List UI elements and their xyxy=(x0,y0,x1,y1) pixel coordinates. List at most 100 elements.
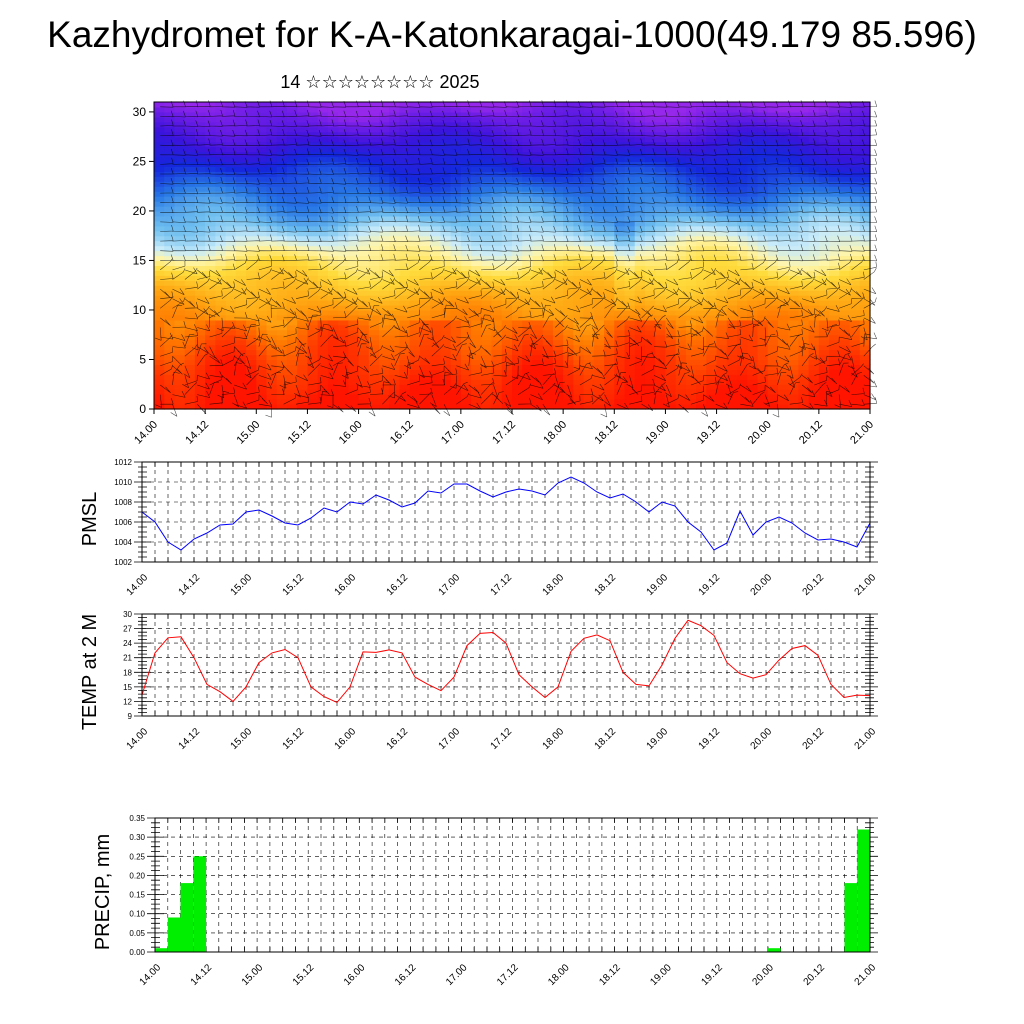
x-tick-label: 18.12 xyxy=(597,962,623,988)
heatmap-y-tick-label: 0 xyxy=(139,402,146,416)
precip-bar xyxy=(193,856,207,952)
heatmap-x-tick-label: 16.12 xyxy=(388,419,416,447)
heatmap-x-tick-label: 19.00 xyxy=(644,419,672,447)
x-tick-label: 17.00 xyxy=(437,726,463,752)
precip-panel-ylabel: PRECIP, mm xyxy=(92,834,114,950)
y-tick-label: 12 xyxy=(123,697,132,706)
heatmap-x-tick-label: 20.12 xyxy=(797,419,825,447)
grid-lines xyxy=(155,818,870,952)
y-tick-label: 1012 xyxy=(114,458,132,467)
y-tick-label: 1010 xyxy=(114,478,132,487)
plot-frame xyxy=(141,461,871,563)
x-tick-label: 18.12 xyxy=(593,726,619,752)
y-tick-label: 0.30 xyxy=(129,833,145,842)
x-tick-label: 15.00 xyxy=(229,726,255,752)
x-tick-label: 17.12 xyxy=(489,572,515,598)
grid-lines xyxy=(142,462,870,562)
y-tick-label: 0.10 xyxy=(129,910,145,919)
y-tick-label: 9 xyxy=(128,712,133,721)
heatmap-y-tick-label: 10 xyxy=(133,303,147,317)
page-title: Kazhydromet for K-A-Katonkaragai-1000(49… xyxy=(47,14,977,55)
temp-panel xyxy=(134,613,878,717)
x-tick-label: 18.00 xyxy=(546,962,572,988)
y-tick-label: 1006 xyxy=(114,518,132,527)
plot-frame xyxy=(154,817,871,953)
y-tick-label: 0.05 xyxy=(129,929,145,938)
heatmap-y-tick-label: 15 xyxy=(133,253,147,267)
x-tick-label: 19.00 xyxy=(645,572,671,598)
y-tick-label: 1002 xyxy=(114,558,132,567)
grid-lines xyxy=(142,614,870,716)
x-tick-label: 14.12 xyxy=(177,572,203,598)
x-tick-label: 18.00 xyxy=(541,726,567,752)
precip-bar xyxy=(844,883,858,952)
x-tick-label: 19.00 xyxy=(645,726,671,752)
x-tick-label: 15.00 xyxy=(229,572,255,598)
wind-barbs xyxy=(154,100,878,418)
x-tick-label: 16.00 xyxy=(333,726,359,752)
x-tick-label: 15.12 xyxy=(281,572,307,598)
x-tick-label: 19.00 xyxy=(648,962,674,988)
heatmap-x-tick-label: 17.12 xyxy=(490,419,518,447)
precip-bar xyxy=(155,948,168,952)
heatmap-x-tick-label: 18.12 xyxy=(592,419,620,447)
heatmap-x-tick-label: 14.00 xyxy=(132,419,160,447)
x-tick-label: 20.00 xyxy=(749,726,775,752)
y-tick-label: 30 xyxy=(123,610,132,619)
x-tick-label: 16.12 xyxy=(385,726,411,752)
temp-line xyxy=(141,619,871,704)
heatmap-x-tick-label: 14.12 xyxy=(183,419,211,447)
x-tick-label: 20.00 xyxy=(749,572,775,598)
x-tick-label: 21.00 xyxy=(853,572,879,598)
y-tick-label: 0.35 xyxy=(129,814,145,823)
y-tick-label: 0.00 xyxy=(129,948,145,957)
x-tick-label: 19.12 xyxy=(697,572,723,598)
precip-bar xyxy=(767,948,781,952)
heatmap-y-tick-label: 25 xyxy=(133,154,147,168)
x-tick-label: 20.00 xyxy=(751,962,777,988)
pmsl-panel-ylabel: PMSL xyxy=(79,492,101,546)
y-tick-label: 1004 xyxy=(114,538,132,547)
heatmap-y-tick-label: 30 xyxy=(133,105,147,119)
x-tick-label: 14.00 xyxy=(125,726,151,752)
x-tick-label: 15.12 xyxy=(291,962,317,988)
x-tick-label: 16.12 xyxy=(385,572,411,598)
heatmap-x-tick-label: 15.00 xyxy=(234,419,262,447)
x-tick-label: 14.00 xyxy=(125,572,151,598)
x-tick-label: 20.12 xyxy=(801,572,827,598)
x-tick-label: 14.12 xyxy=(177,726,203,752)
wind-barb-paths xyxy=(154,100,878,418)
pmsl-panel xyxy=(134,461,878,563)
precip-panel xyxy=(147,817,878,953)
y-tick-label: 0.25 xyxy=(129,852,145,861)
y-tick-label: 15 xyxy=(123,683,132,692)
x-tick-label: 19.12 xyxy=(699,962,725,988)
x-tick-label: 16.00 xyxy=(333,572,359,598)
heatmap-y-tick-label: 20 xyxy=(133,204,147,218)
y-tick-label: 24 xyxy=(123,639,132,648)
x-tick-label: 15.12 xyxy=(281,726,307,752)
x-tick-label: 20.12 xyxy=(801,726,827,752)
x-tick-label: 18.00 xyxy=(541,572,567,598)
x-tick-label: 21.00 xyxy=(853,726,879,752)
heatmap-x-tick-label: 17.00 xyxy=(439,419,467,447)
y-tick-label: 1008 xyxy=(114,498,132,507)
heatmap-field xyxy=(154,102,871,410)
heatmap-x-tick-label: 18.00 xyxy=(541,419,569,447)
heatmap-x-tick-label: 19.12 xyxy=(695,419,723,447)
heatmap-x-tick-label: 15.12 xyxy=(286,419,314,447)
heatmap-x-tick-label: 16.00 xyxy=(337,419,365,447)
precip-bar xyxy=(167,917,181,952)
x-tick-label: 16.12 xyxy=(393,962,419,988)
x-tick-label: 21.00 xyxy=(853,962,879,988)
x-tick-label: 17.12 xyxy=(495,962,521,988)
plot-frame xyxy=(141,613,871,717)
x-tick-label: 17.12 xyxy=(489,726,515,752)
x-tick-label: 18.12 xyxy=(593,572,619,598)
x-tick-label: 14.12 xyxy=(189,962,215,988)
x-tick-label: 15.00 xyxy=(240,962,266,988)
x-tick-label: 17.00 xyxy=(437,572,463,598)
y-tick-label: 27 xyxy=(123,625,132,634)
